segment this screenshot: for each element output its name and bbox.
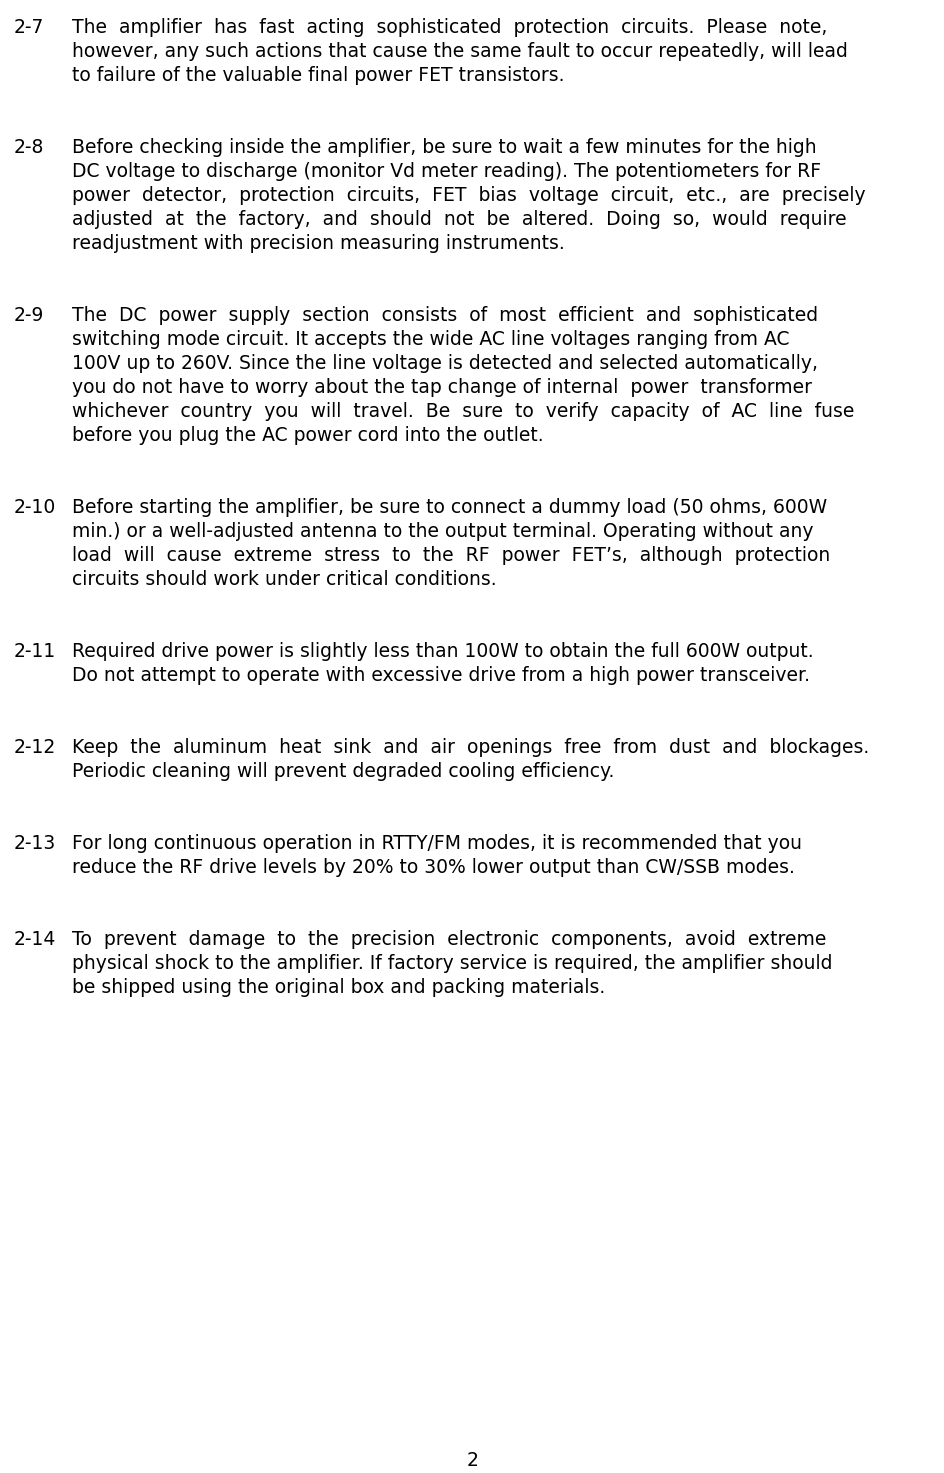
Text: To  prevent  damage  to  the  precision  electronic  components,  avoid  extreme: To prevent damage to the precision elect… [72, 929, 825, 949]
Text: 2: 2 [466, 1451, 478, 1470]
Text: readjustment with precision measuring instruments.: readjustment with precision measuring in… [72, 234, 565, 253]
Text: 2-11: 2-11 [14, 642, 57, 661]
Text: whichever  country  you  will  travel.  Be  sure  to  verify  capacity  of  AC  : whichever country you will travel. Be su… [72, 402, 853, 421]
Text: adjusted  at  the  factory,  and  should  not  be  altered.  Doing  so,  would  : adjusted at the factory, and should not … [72, 211, 846, 228]
Text: switching mode circuit. It accepts the wide AC line voltages ranging from AC: switching mode circuit. It accepts the w… [72, 330, 788, 349]
Text: 100V up to 260V. Since the line voltage is detected and selected automatically,: 100V up to 260V. Since the line voltage … [72, 354, 818, 373]
Text: be shipped using the original box and packing materials.: be shipped using the original box and pa… [72, 978, 604, 997]
Text: Required drive power is slightly less than 100W to obtain the full 600W output.: Required drive power is slightly less th… [72, 642, 813, 661]
Text: 2-7: 2-7 [14, 18, 44, 37]
Text: reduce the RF drive levels by 20% to 30% lower output than CW/SSB modes.: reduce the RF drive levels by 20% to 30%… [72, 857, 794, 876]
Text: For long continuous operation in RTTY/FM modes, it is recommended that you: For long continuous operation in RTTY/FM… [72, 834, 801, 853]
Text: 2-12: 2-12 [14, 738, 57, 757]
Text: to failure of the valuable final power FET transistors.: to failure of the valuable final power F… [72, 66, 564, 85]
Text: Before starting the amplifier, be sure to connect a dummy load (50 ohms, 600W: Before starting the amplifier, be sure t… [72, 498, 826, 517]
Text: The  DC  power  supply  section  consists  of  most  efficient  and  sophisticat: The DC power supply section consists of … [72, 306, 818, 326]
Text: 2-10: 2-10 [14, 498, 57, 517]
Text: before you plug the AC power cord into the outlet.: before you plug the AC power cord into t… [72, 426, 543, 445]
Text: you do not have to worry about the tap change of internal  power  transformer: you do not have to worry about the tap c… [72, 379, 811, 398]
Text: power  detector,  protection  circuits,  FET  bias  voltage  circuit,  etc.,  ar: power detector, protection circuits, FET… [72, 186, 865, 205]
Text: circuits should work under critical conditions.: circuits should work under critical cond… [72, 570, 497, 589]
Text: Periodic cleaning will prevent degraded cooling efficiency.: Periodic cleaning will prevent degraded … [72, 762, 614, 781]
Text: 2-8: 2-8 [14, 138, 44, 158]
Text: 2-9: 2-9 [14, 306, 44, 326]
Text: Keep  the  aluminum  heat  sink  and  air  openings  free  from  dust  and  bloc: Keep the aluminum heat sink and air open… [72, 738, 868, 757]
Text: 2-14: 2-14 [14, 929, 57, 949]
Text: min.) or a well-adjusted antenna to the output terminal. Operating without any: min.) or a well-adjusted antenna to the … [72, 521, 813, 541]
Text: Before checking inside the amplifier, be sure to wait a few minutes for the high: Before checking inside the amplifier, be… [72, 138, 816, 158]
Text: 2-13: 2-13 [14, 834, 57, 853]
Text: Do not attempt to operate with excessive drive from a high power transceiver.: Do not attempt to operate with excessive… [72, 666, 809, 685]
Text: however, any such actions that cause the same fault to occur repeatedly, will le: however, any such actions that cause the… [72, 43, 847, 60]
Text: DC voltage to discharge (monitor Vd meter reading). The potentiometers for RF: DC voltage to discharge (monitor Vd mete… [72, 162, 820, 181]
Text: load  will  cause  extreme  stress  to  the  RF  power  FET’s,  although  protec: load will cause extreme stress to the RF… [72, 546, 830, 566]
Text: physical shock to the amplifier. If factory service is required, the amplifier s: physical shock to the amplifier. If fact… [72, 955, 832, 974]
Text: The  amplifier  has  fast  acting  sophisticated  protection  circuits.  Please : The amplifier has fast acting sophistica… [72, 18, 827, 37]
